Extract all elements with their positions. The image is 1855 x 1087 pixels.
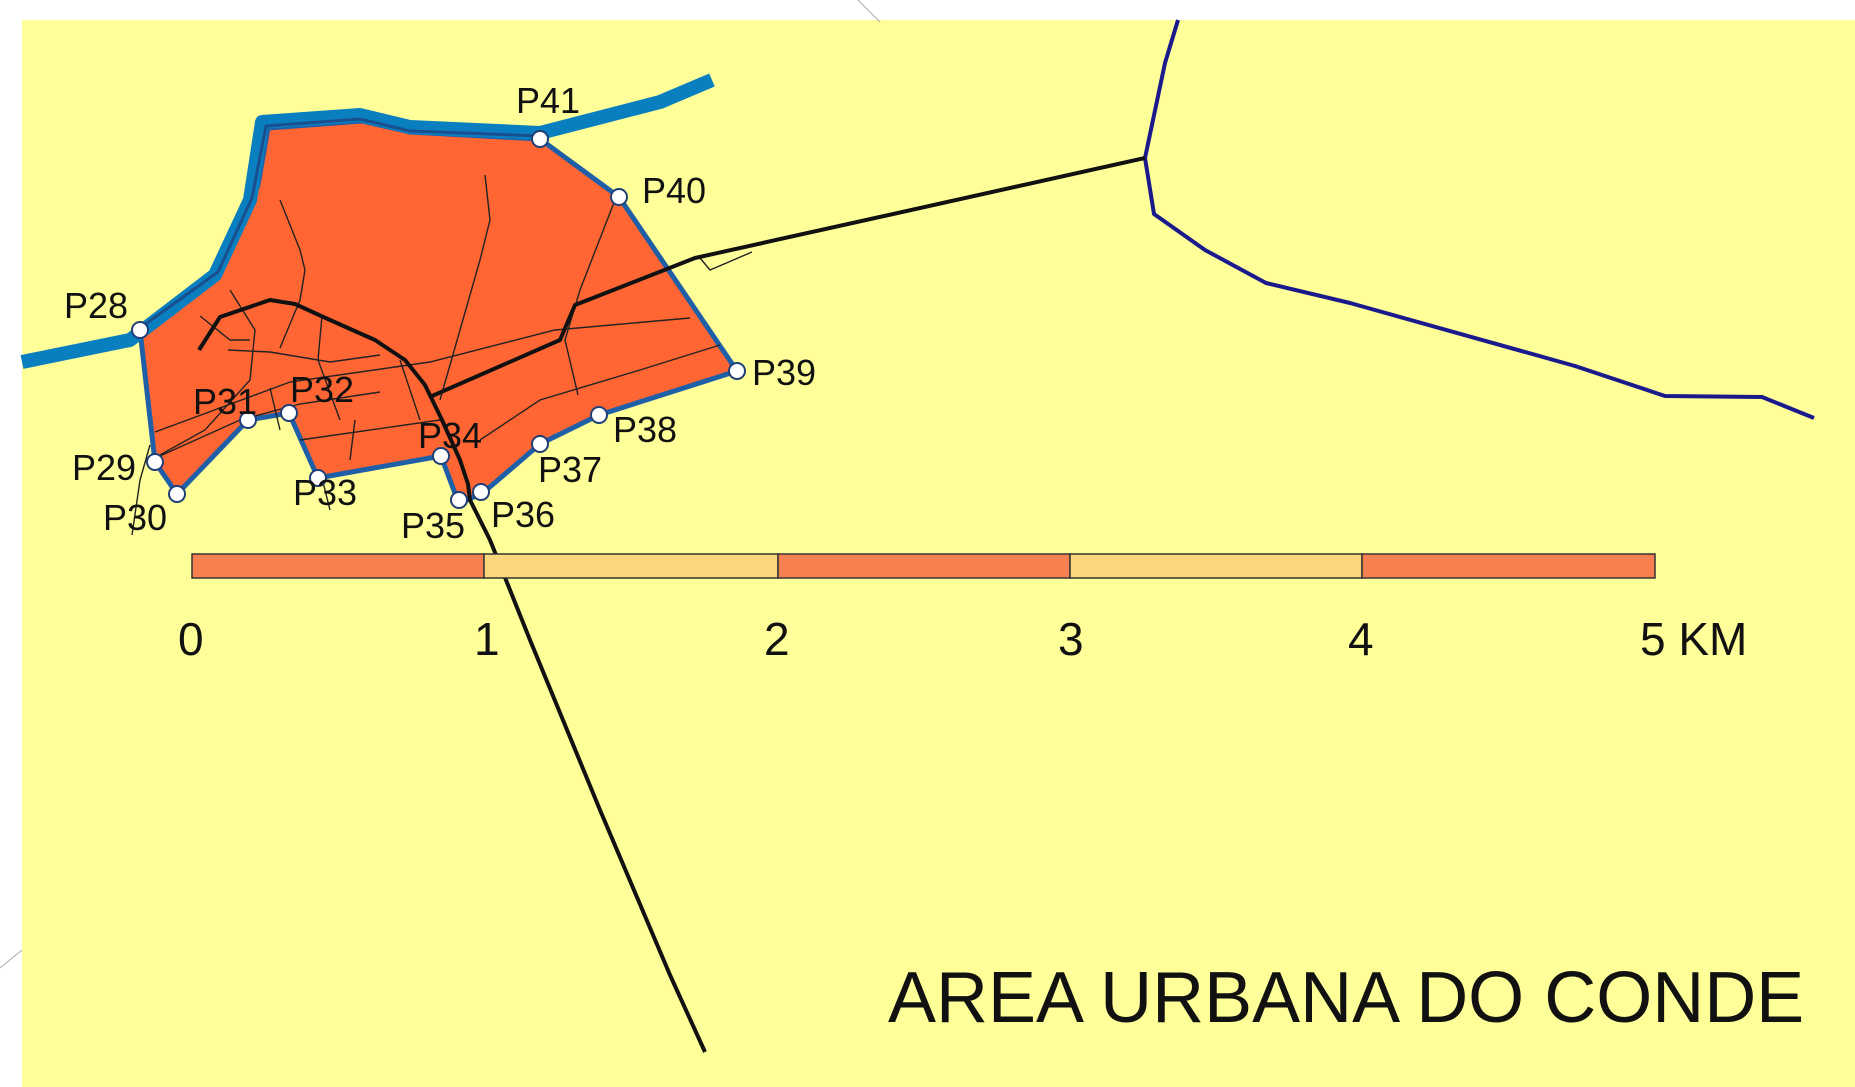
survey-point-marker-p35 [450, 491, 468, 509]
survey-point-marker-p31 [239, 411, 257, 429]
survey-point-marker-p37 [531, 435, 549, 453]
scale-bar: 0 1 2 3 4 5 KM [178, 553, 1747, 665]
road-main [197, 298, 707, 1053]
survey-point-label-p40: P40 [642, 170, 706, 211]
survey-point-marker-p28 [131, 321, 149, 339]
survey-point-marker-p32 [280, 404, 298, 422]
survey-point-label-p28: P28 [64, 285, 128, 326]
survey-point-marker-p41 [531, 130, 549, 148]
scale-segment [483, 553, 779, 579]
navy-boundary-line [1143, 19, 1815, 420]
survey-point-label-p34: P34 [418, 415, 482, 456]
survey-point-marker-p34 [432, 447, 450, 465]
corner-mark [0, 949, 23, 969]
survey-point-label-p33: P33 [293, 472, 357, 513]
survey-point-marker-p33 [309, 469, 327, 487]
survey-point-marker-p40 [610, 188, 628, 206]
scale-label-5: 5 KM [1640, 613, 1747, 665]
scale-segment [1069, 553, 1363, 579]
survey-point-label-p37: P37 [538, 449, 602, 490]
scale-label-2: 2 [764, 613, 790, 665]
scale-label-0: 0 [178, 613, 204, 665]
survey-point-label-p41: P41 [516, 80, 580, 121]
corner-mark [857, 0, 881, 23]
survey-point-marker-p36 [472, 483, 490, 501]
survey-point-label-p38: P38 [613, 409, 677, 450]
scale-label-1: 1 [474, 613, 500, 665]
survey-point-label-p30: P30 [103, 497, 167, 538]
survey-point-marker-p29 [146, 453, 164, 471]
survey-point-label-p29: P29 [72, 447, 136, 488]
river [20, 73, 715, 369]
survey-point-label-p32: P32 [290, 369, 354, 410]
scale-label-3: 3 [1058, 613, 1084, 665]
survey-point-label-p39: P39 [752, 352, 816, 393]
road-east [431, 156, 1146, 398]
survey-point-label-p31: P31 [193, 381, 257, 422]
survey-point-marker-p38 [590, 406, 608, 424]
scale-segment [777, 553, 1071, 579]
survey-point-label-p36: P36 [491, 494, 555, 535]
map-title: AREA URBANA DO CONDE [888, 958, 1804, 1038]
river-core [139, 117, 541, 330]
scale-segment [191, 553, 485, 579]
scale-segment [1361, 553, 1656, 579]
scale-label-4: 4 [1348, 613, 1374, 665]
survey-point-marker-p30 [168, 485, 186, 503]
survey-point-marker-p39 [728, 362, 746, 380]
survey-point-label-p35: P35 [401, 505, 465, 546]
